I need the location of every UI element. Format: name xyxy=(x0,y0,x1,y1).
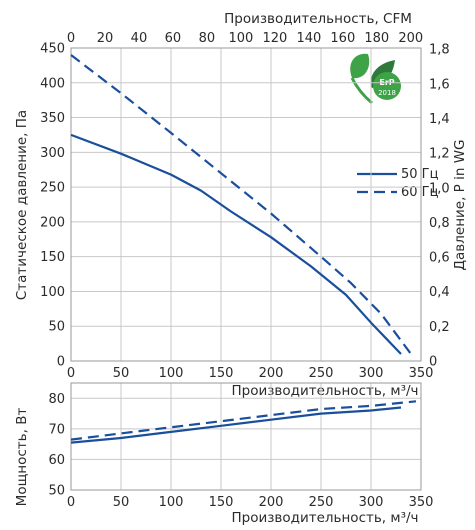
bottom-axis-title: Производительность, м³/ч xyxy=(231,383,418,399)
legend: 50 Гц 60 Гц xyxy=(357,167,439,200)
power-x-tick-label: 250 xyxy=(309,495,334,510)
power-x-tick-label: 100 xyxy=(159,495,184,510)
top-tick-label: 0 xyxy=(67,31,75,46)
right-tick-label: 1,4 xyxy=(429,112,450,127)
top-tick-label: 140 xyxy=(296,31,321,46)
left-axis-title: Статическое давление, Па xyxy=(14,110,30,300)
right-tick-label: 0,4 xyxy=(429,285,450,300)
y-tick-label: 250 xyxy=(40,181,65,196)
y-tick-label: 50 xyxy=(48,320,65,335)
power-y-tick-label: 70 xyxy=(48,422,65,437)
top-tick-label: 180 xyxy=(364,31,389,46)
y-tick-label: 350 xyxy=(40,111,65,126)
x-tick-label: 150 xyxy=(209,366,234,381)
right-tick-label: 1,2 xyxy=(429,147,450,162)
power-y-tick-label: 80 xyxy=(48,392,65,407)
right-tick-label: 1,8 xyxy=(429,43,450,58)
x-tick-label: 300 xyxy=(359,366,384,381)
x-tick-label: 250 xyxy=(309,366,334,381)
right-tick-label: 0,6 xyxy=(429,251,450,266)
right-tick-label: 0 xyxy=(429,355,437,370)
series-line-50hz xyxy=(70,133,402,355)
power-line-60hz xyxy=(70,400,417,441)
x-tick-label: 100 xyxy=(159,366,184,381)
x-tick-label: 350 xyxy=(409,366,434,381)
y-tick-label: 150 xyxy=(40,250,65,265)
erp-badge-circle xyxy=(373,72,401,100)
top-tick-label: 80 xyxy=(199,31,216,46)
top-tick-label: 160 xyxy=(330,31,355,46)
top-tick-label: 200 xyxy=(398,31,423,46)
top-tick-label: 40 xyxy=(131,31,148,46)
right-tick-label: 0,8 xyxy=(429,216,450,231)
top-tick-label: 20 xyxy=(97,31,114,46)
power-plot-frame xyxy=(70,382,422,491)
power-x-tick-label: 0 xyxy=(67,495,75,510)
top-axis-title: Производительность, CFM xyxy=(224,11,412,27)
series-line-60hz xyxy=(70,54,412,355)
power-y-tick-label: 50 xyxy=(48,484,65,499)
right-tick-label: 1,6 xyxy=(429,77,450,92)
right-tick-label: 0,2 xyxy=(429,320,450,335)
x-tick-label: 50 xyxy=(113,366,130,381)
plot-frame xyxy=(70,47,422,362)
power-x-tick-label: 300 xyxy=(359,495,384,510)
power-axis-title: Мощность, Вт xyxy=(14,408,30,507)
legend-label-50hz: 50 Гц xyxy=(401,167,439,182)
power-x-tick-label: 150 xyxy=(209,495,234,510)
y-tick-label: 400 xyxy=(40,76,65,91)
top-tick-label: 100 xyxy=(228,31,253,46)
top-tick-label: 60 xyxy=(165,31,182,46)
power-bottom-axis-title: Производительность, м³/ч xyxy=(231,510,418,526)
power-x-tick-label: 200 xyxy=(259,495,284,510)
power-line-50hz xyxy=(70,406,402,444)
right-axis-title: Давление, P in WG xyxy=(452,139,468,270)
power-x-tick-label: 350 xyxy=(409,495,434,510)
x-tick-label: 200 xyxy=(259,366,284,381)
erp-leaf-icon: ErP 2018 xyxy=(350,53,401,105)
y-tick-label: 450 xyxy=(40,42,65,57)
y-tick-label: 200 xyxy=(40,215,65,230)
erp-badge-year: 2018 xyxy=(378,89,396,97)
legend-label-60hz: 60 Гц xyxy=(401,185,439,200)
top-tick-label: 120 xyxy=(262,31,287,46)
x-tick-label: 0 xyxy=(67,366,75,381)
y-tick-label: 0 xyxy=(57,355,65,370)
y-tick-label: 300 xyxy=(40,146,65,161)
right-tick-label: 1,0 xyxy=(429,181,450,196)
y-tick-label: 100 xyxy=(40,285,65,300)
power-y-tick-label: 60 xyxy=(48,453,65,468)
power-x-tick-label: 50 xyxy=(113,495,130,510)
